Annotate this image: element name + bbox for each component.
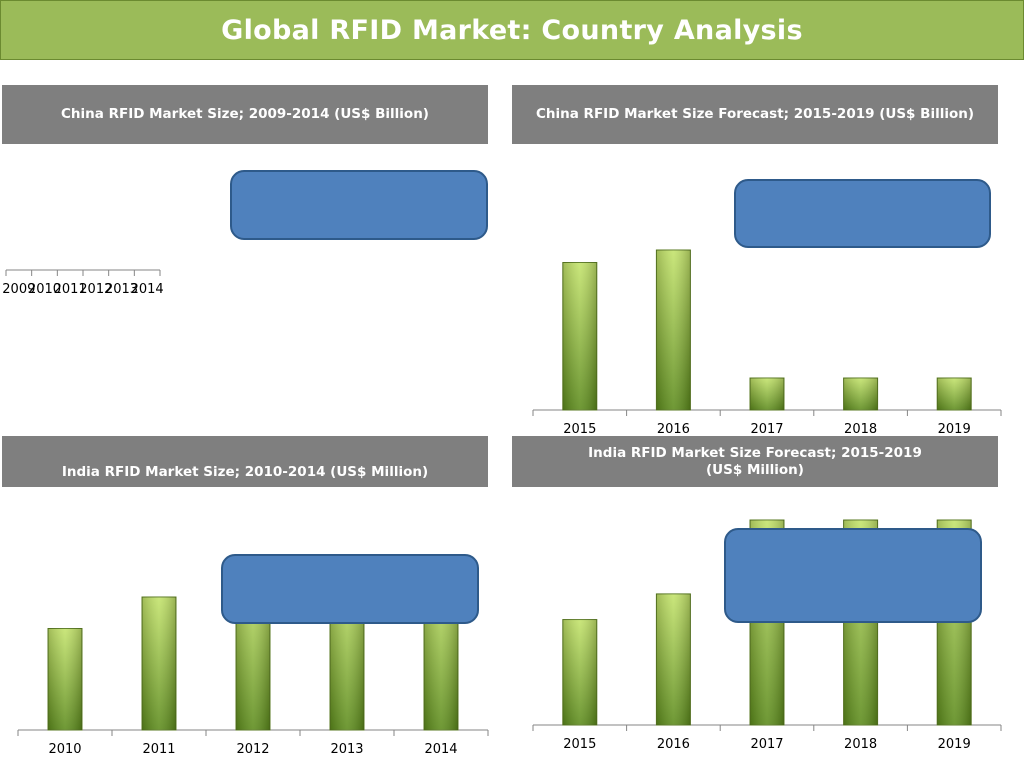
chart-4-bar-shade-2015 (562, 619, 597, 725)
chart-2-x-label: 2018 (844, 422, 877, 437)
chart-4-title: India RFID Market Size Forecast; 2015-20… (512, 436, 998, 487)
chart-3-x-label: 2011 (142, 742, 175, 757)
chart-2-bar-shade-2016 (656, 250, 691, 410)
chart-2-title: China RFID Market Size Forecast; 2015-20… (512, 85, 998, 144)
chart-2-x-label: 2016 (657, 422, 690, 437)
chart-1-x-label: 2011 (54, 282, 87, 297)
chart-2-x-label: 2015 (563, 422, 596, 437)
chart-1-title: China RFID Market Size; 2009-2014 (US$ B… (2, 85, 488, 144)
chart-3-overlay (221, 554, 479, 624)
chart-1-x-label: 2014 (131, 282, 164, 297)
chart-3-title-text: India RFID Market Size; 2010-2014 (US$ M… (61, 464, 429, 480)
chart-1-overlay (230, 170, 488, 240)
chart-2-bar-shade-2015 (562, 262, 597, 410)
chart-1-x-label: 2013 (105, 282, 138, 297)
chart-2-overlay (734, 179, 991, 248)
title-banner: Global RFID Market: Country Analysis (0, 0, 1024, 60)
chart-4-x-label: 2015 (563, 737, 596, 752)
chart-3-bar-shade-2010 (48, 628, 82, 730)
page-title: Global RFID Market: Country Analysis (221, 14, 803, 46)
chart-4-x-label: 2016 (657, 737, 690, 752)
chart-2-bar-shade-2019 (937, 378, 972, 410)
chart-3-bar-shade-2011 (142, 597, 176, 730)
chart-3-x-label: 2014 (424, 742, 457, 757)
chart-4-overlay (724, 528, 982, 623)
chart-1-x-label: 2010 (28, 282, 61, 297)
chart-3-x-label: 2013 (330, 742, 363, 757)
chart-4-bar-shade-2016 (656, 593, 691, 725)
chart-2-title-text: China RFID Market Size Forecast; 2015-20… (535, 106, 975, 122)
chart-1-x-label: 2012 (79, 282, 112, 297)
chart-3-title: India RFID Market Size; 2010-2014 (US$ M… (2, 436, 488, 487)
chart-1-x-label: 2009 (2, 282, 35, 297)
chart-3-x-label: 2012 (236, 742, 269, 757)
chart-2-x-label: 2017 (750, 422, 783, 437)
chart-2-x-label: 2019 (938, 422, 971, 437)
chart-4-x-label: 2018 (844, 737, 877, 752)
chart-2-bar-shade-2017 (750, 378, 784, 410)
chart-2-bar-shade-2018 (843, 378, 878, 410)
chart-1-title-text: China RFID Market Size; 2009-2014 (US$ B… (61, 106, 429, 122)
chart-4-x-label: 2017 (750, 737, 783, 752)
chart-3-x-label: 2010 (48, 742, 81, 757)
chart-4-x-label: 2019 (938, 737, 971, 752)
chart-4-title-text: India RFID Market Size Forecast; 2015-20… (588, 444, 922, 478)
